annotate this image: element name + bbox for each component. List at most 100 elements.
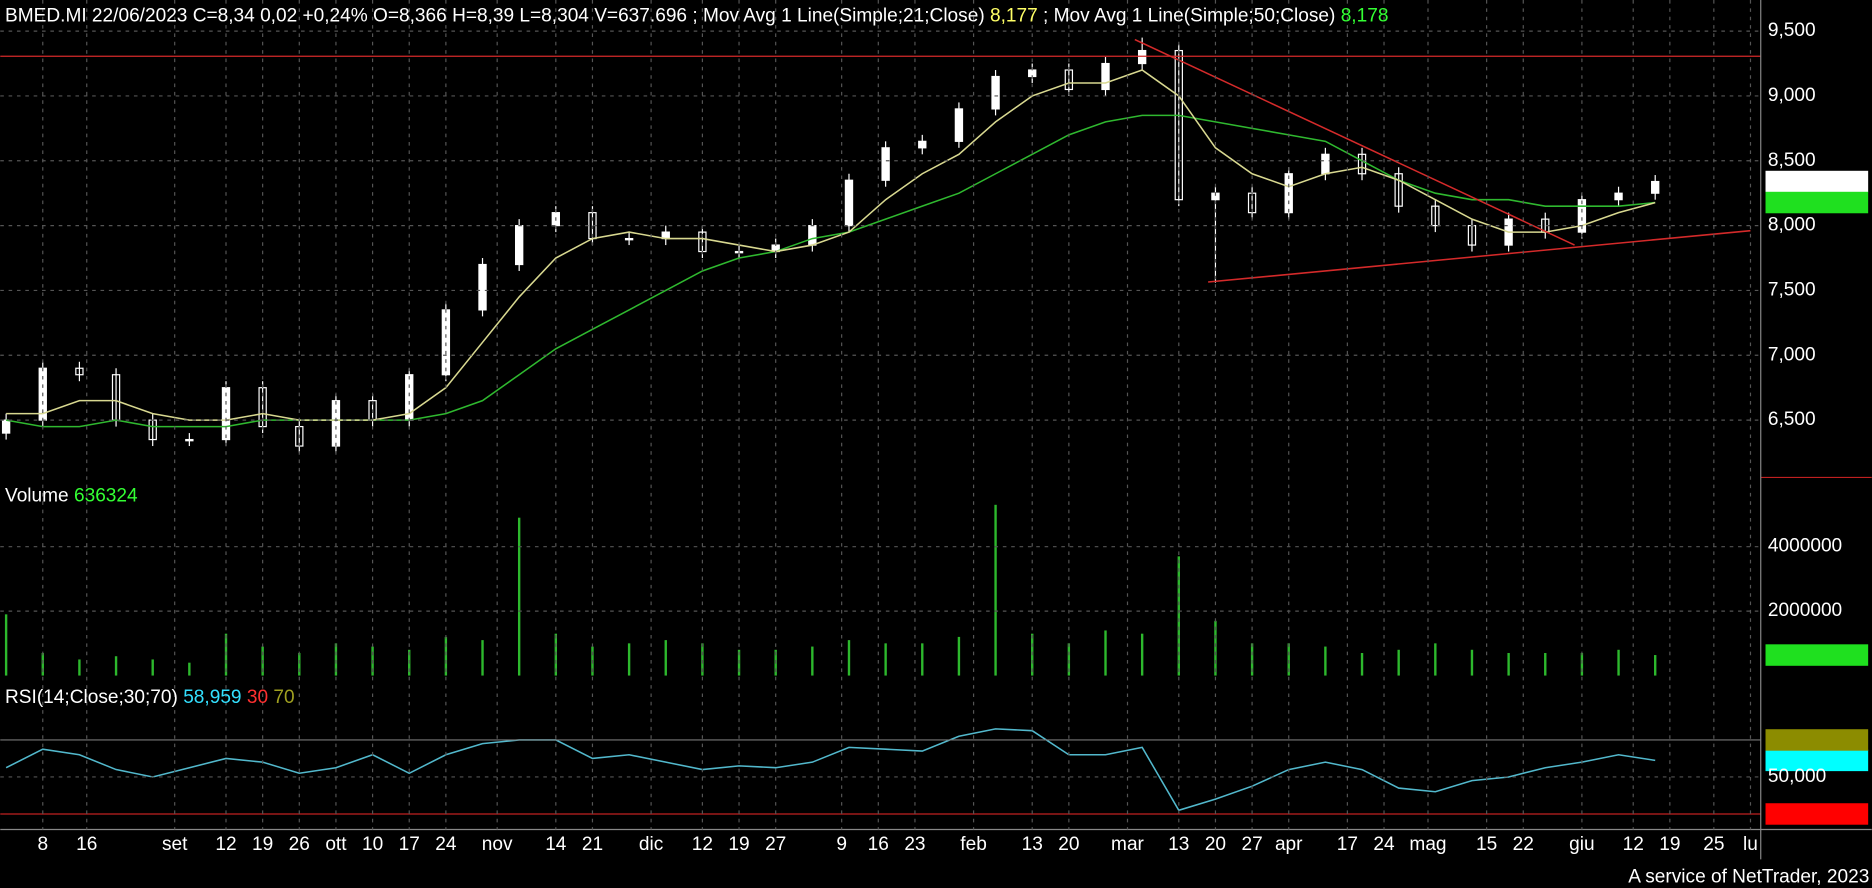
moving-average	[5, 114, 1656, 428]
volume-title: Volume	[5, 486, 69, 507]
volume-bar	[921, 643, 924, 676]
volume-bar	[188, 662, 191, 676]
ma50-value: 8,178	[1341, 6, 1389, 27]
rsi-low-band: 30	[247, 687, 268, 708]
rsi-title: RSI(14;Close;30;70)	[5, 687, 178, 708]
volume-bar	[994, 504, 997, 676]
x-tick-label: apr	[1275, 834, 1303, 855]
y-tick-label: 9,000	[1768, 85, 1816, 106]
volume-bar	[847, 640, 851, 676]
y-tick-label: 50,000	[1768, 766, 1826, 787]
x-tick-label: 14	[545, 834, 567, 855]
x-tick-label: 12	[692, 834, 713, 855]
volume-bar	[1434, 643, 1437, 676]
x-tick-label: ott	[325, 834, 347, 855]
volume-bar	[1470, 649, 1474, 676]
volume-bar	[151, 659, 154, 676]
rsi-line	[5, 728, 1656, 812]
x-tick-label: nov	[482, 834, 513, 855]
volume-bar	[334, 643, 338, 676]
y-tick-label: 7,000	[1768, 344, 1816, 365]
x-tick-label: 12	[1623, 834, 1644, 855]
x-tick-label: 25	[1703, 834, 1724, 855]
x-tick-label: 24	[1373, 834, 1395, 855]
volume-bar	[627, 643, 631, 676]
volume-value: 636324	[74, 486, 138, 507]
x-tick-label: 16	[76, 834, 97, 855]
y-tick-label: 9,500	[1768, 20, 1816, 41]
x-tick-label: 19	[252, 834, 273, 855]
x-tick-label: feb	[960, 834, 987, 855]
trend-line	[1208, 229, 1751, 283]
value-box	[1765, 803, 1869, 825]
footer: A service of NetTrader, 2023	[1628, 866, 1869, 887]
x-tick-label: mar	[1111, 834, 1145, 855]
y-tick-label: 8,000	[1768, 215, 1816, 236]
x-tick-label: 9	[836, 834, 847, 855]
x-tick-label: 10	[362, 834, 383, 855]
volume-bar	[1067, 643, 1071, 676]
x-tick-label: 16	[868, 834, 889, 855]
x-tick-label: 17	[1337, 834, 1358, 855]
volume-bar	[1287, 643, 1290, 676]
x-tick-label: dic	[639, 834, 664, 855]
x-tick-label: lu	[1743, 834, 1758, 855]
volume-bar	[78, 659, 81, 676]
volume-bar	[811, 646, 814, 676]
y-tick-label: 2000000	[1768, 600, 1842, 621]
volume-bar	[1140, 633, 1144, 676]
volume-bar	[957, 636, 961, 676]
volume-bar	[664, 640, 667, 676]
volume-bar	[1507, 653, 1510, 676]
value-box	[1765, 191, 1869, 214]
y-tick-label: 7,500	[1768, 279, 1816, 300]
volume-header: Volume 636324	[5, 486, 138, 507]
rsi-high-band: 70	[273, 687, 294, 708]
x-tick-label: 19	[728, 834, 749, 855]
x-tick-label: set	[162, 834, 188, 855]
volume-bar	[1214, 620, 1217, 676]
y-tick-label: 6,500	[1768, 409, 1816, 430]
x-tick-label: giu	[1569, 834, 1594, 855]
volume-bar	[1654, 655, 1657, 676]
quote-text: BMED.MI 22/06/2023 C=8,34 0,02 +0,24% O=…	[5, 6, 687, 27]
x-tick-label: 17	[399, 834, 420, 855]
moving-average	[6, 69, 1656, 421]
value-box	[1765, 644, 1869, 666]
value-box	[1765, 729, 1869, 751]
x-tick-label: mag	[1409, 834, 1446, 855]
volume-bar	[298, 653, 301, 676]
x-tick-label: 20	[1058, 834, 1079, 855]
y-tick-label: 4000000	[1768, 536, 1842, 557]
volume-bar	[1360, 653, 1364, 676]
volume-bar	[1177, 556, 1180, 676]
x-tick-label: 26	[289, 834, 310, 855]
ma21-value: 8,177	[990, 6, 1038, 27]
x-tick-label: 23	[904, 834, 925, 855]
x-tick-label: 20	[1205, 834, 1226, 855]
volume-bar	[444, 636, 448, 676]
ma50-legend: ; Mov Avg 1 Line(Simple;50;Close)	[1043, 6, 1335, 27]
volume-bar	[1397, 649, 1400, 676]
ma21-legend: ; Mov Avg 1 Line(Simple;21;Close)	[692, 6, 984, 27]
volume-bar	[517, 517, 521, 676]
volume-bar	[884, 643, 887, 676]
x-tick-label: 15	[1476, 834, 1497, 855]
x-tick-label: 24	[435, 834, 457, 855]
rsi-header: RSI(14;Close;30;70) 58,959 30 70	[5, 687, 295, 708]
rsi-value: 58,959	[183, 687, 241, 708]
volume-bar	[4, 614, 8, 676]
value-box	[1765, 749, 1869, 772]
volume-bar	[1580, 653, 1584, 676]
x-tick-label: 12	[215, 834, 236, 855]
x-tick-label: 27	[1241, 834, 1262, 855]
x-tick-label: 27	[765, 834, 786, 855]
price-header: BMED.MI 22/06/2023 C=8,34 0,02 +0,24% O=…	[5, 6, 1388, 27]
volume-bar	[114, 656, 118, 676]
volume-bar	[41, 653, 44, 676]
volume-bar	[1617, 649, 1620, 676]
volume-bar	[481, 640, 484, 676]
x-tick-label: 8	[37, 834, 48, 855]
volume-bar	[1250, 643, 1254, 676]
